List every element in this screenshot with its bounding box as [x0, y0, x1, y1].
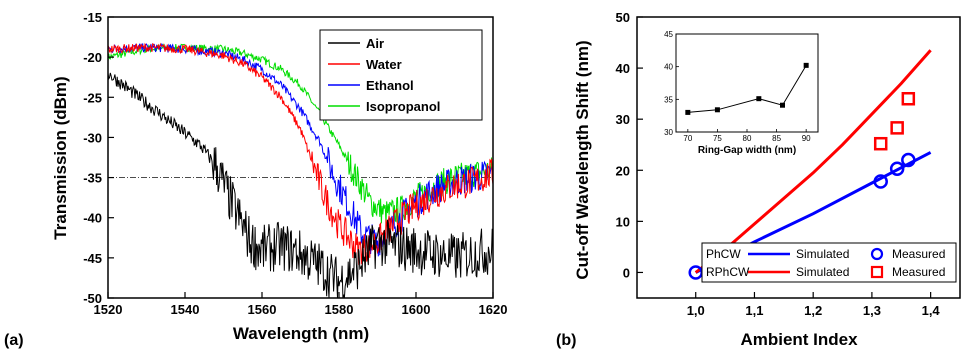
panel-a-plot-frame	[107, 16, 494, 299]
panel-b-x-tick-label: 1,1	[745, 303, 763, 318]
data-point-rphcw-measured	[873, 136, 888, 151]
legend-measured-label: Measured	[892, 247, 945, 261]
panel-b-y-tick-label: 20	[616, 163, 630, 178]
panel-b-y-axis-label: Cut-off Wavelength Shift (nm)	[573, 40, 592, 279]
inset-plot-frame	[675, 33, 819, 133]
legend-label-air: Air	[366, 36, 384, 51]
data-point-rphcw-measured	[901, 91, 916, 106]
panel-a-y-tick-label: -15	[83, 10, 102, 25]
panel-a-ticks: 1520 1540 1560 1580 1600 1620 -50 -45 -40 -35 -30 -…	[83, 10, 507, 317]
legend-label-ethanol: Ethanol	[366, 78, 414, 93]
panel-a-x-tick-label: 1540	[171, 302, 200, 317]
inset-data-point	[685, 109, 691, 115]
panel-b-x-axis-label: Ambient Index	[740, 330, 858, 349]
inset-x-tick-label: 75	[713, 134, 722, 143]
panel-b-y-tick-label: 10	[616, 214, 630, 229]
inset-y-tick-label: 35	[664, 95, 673, 104]
inset-x-tick-label: 70	[683, 134, 692, 143]
series-line-water	[107, 42, 494, 265]
panel-b-chart: 1,0 1,1 1,2 1,3 1,4 0 10 20 30 40 50 Ambient Index…	[556, 10, 961, 349]
inset-x-tick-label: 85	[772, 134, 781, 143]
inset-data-point	[756, 96, 762, 102]
legend-label-water: Water	[366, 57, 402, 72]
panel-a-x-tick-label: 1560	[248, 302, 277, 317]
panel-b-plot-frame	[636, 16, 961, 299]
legend-group-phcw: PhCW	[706, 247, 741, 261]
panel-a-y-tick-label: -25	[83, 90, 102, 105]
series-line-rphcw-simulated	[694, 49, 932, 274]
panel-a-label: (a)	[4, 332, 24, 349]
panel-a-y-tick-label: -45	[83, 251, 102, 266]
legend-marker-square	[870, 265, 884, 279]
inset-y-tick-label: 30	[664, 128, 673, 137]
panel-b-x-tick-label: 1,4	[922, 303, 941, 318]
legend-measured-label: Measured	[892, 265, 945, 279]
data-point-rphcw-measured	[890, 121, 904, 135]
panel-a-y-tick-label: -40	[83, 211, 102, 226]
inset-x-axis-label: Ring-Gap width (nm)	[698, 145, 796, 156]
panel-b-x-tick-label: 1,3	[863, 303, 881, 318]
panel-b-ticks: 1,0 1,1 1,2 1,3 1,4 0 10 20 30 40 50	[616, 10, 941, 318]
panel-b-label: (b)	[556, 332, 576, 349]
inset-x-tick-label: 90	[802, 134, 811, 143]
panel-b-x-tick-label: 1,2	[804, 303, 822, 318]
panel-b-y-tick-label: 0	[623, 265, 630, 280]
panel-b-inset-chart: 70 75 80 85 90 30 35 40 45 Ring-Gap width (nm)	[664, 30, 819, 156]
inset-y-tick-label: 40	[664, 63, 673, 72]
panel-b-legend-box	[701, 242, 957, 283]
panel-a-x-axis-label: Wavelength (nm)	[233, 324, 369, 343]
panel-a-y-tick-label: -20	[83, 50, 102, 65]
inset-data-point	[714, 107, 720, 113]
data-point-phcw-measured	[873, 174, 888, 189]
panel-b-y-tick-label: 50	[616, 10, 630, 25]
panel-b-y-tick-label: 30	[616, 112, 630, 127]
panel-a-y-tick-label: -30	[83, 130, 102, 145]
panel-a-y-axis-label: Transmission (dBm)	[51, 76, 70, 239]
panel-b-y-tick-label: 40	[616, 61, 630, 76]
legend-label-isopropanol: Isopropanol	[366, 99, 440, 114]
legend-marker-circle	[870, 247, 884, 261]
panel-a-x-tick-label: 1580	[325, 302, 354, 317]
panel-b-legend: PhCW Simulated Measured RPhCW Simulated Measu…	[701, 242, 957, 283]
panel-a-chart: 1520 1540 1560 1580 1600 1620 -50 -45 -40 -35 -30 -…	[4, 10, 507, 349]
panel-b-x-tick-label: 1,0	[687, 303, 705, 318]
legend-simulated-label: Simulated	[796, 265, 849, 279]
legend-simulated-label: Simulated	[796, 247, 849, 261]
series-line-air	[107, 72, 494, 299]
inset-data-point	[803, 62, 809, 68]
panel-a-legend: Air Water Ethanol Isopropanol	[319, 29, 483, 121]
data-point-phcw-measured	[901, 152, 916, 168]
panel-a-x-tick-label: 1520	[94, 302, 123, 317]
legend-group-rphcw: RPhCW	[706, 265, 750, 279]
panel-a-y-tick-label: -35	[83, 171, 102, 186]
panel-a-x-tick-label: 1620	[479, 302, 508, 317]
inset-x-tick-label: 80	[743, 134, 752, 143]
panel-a-x-tick-label: 1600	[402, 302, 431, 317]
panel-a-y-tick-label: -50	[83, 291, 102, 306]
data-point-phcw-measured	[889, 161, 905, 176]
series-line-ethanol	[107, 42, 494, 257]
panel-a-series	[107, 42, 494, 299]
inset-y-tick-label: 45	[664, 30, 673, 39]
inset-data-point	[780, 102, 785, 108]
